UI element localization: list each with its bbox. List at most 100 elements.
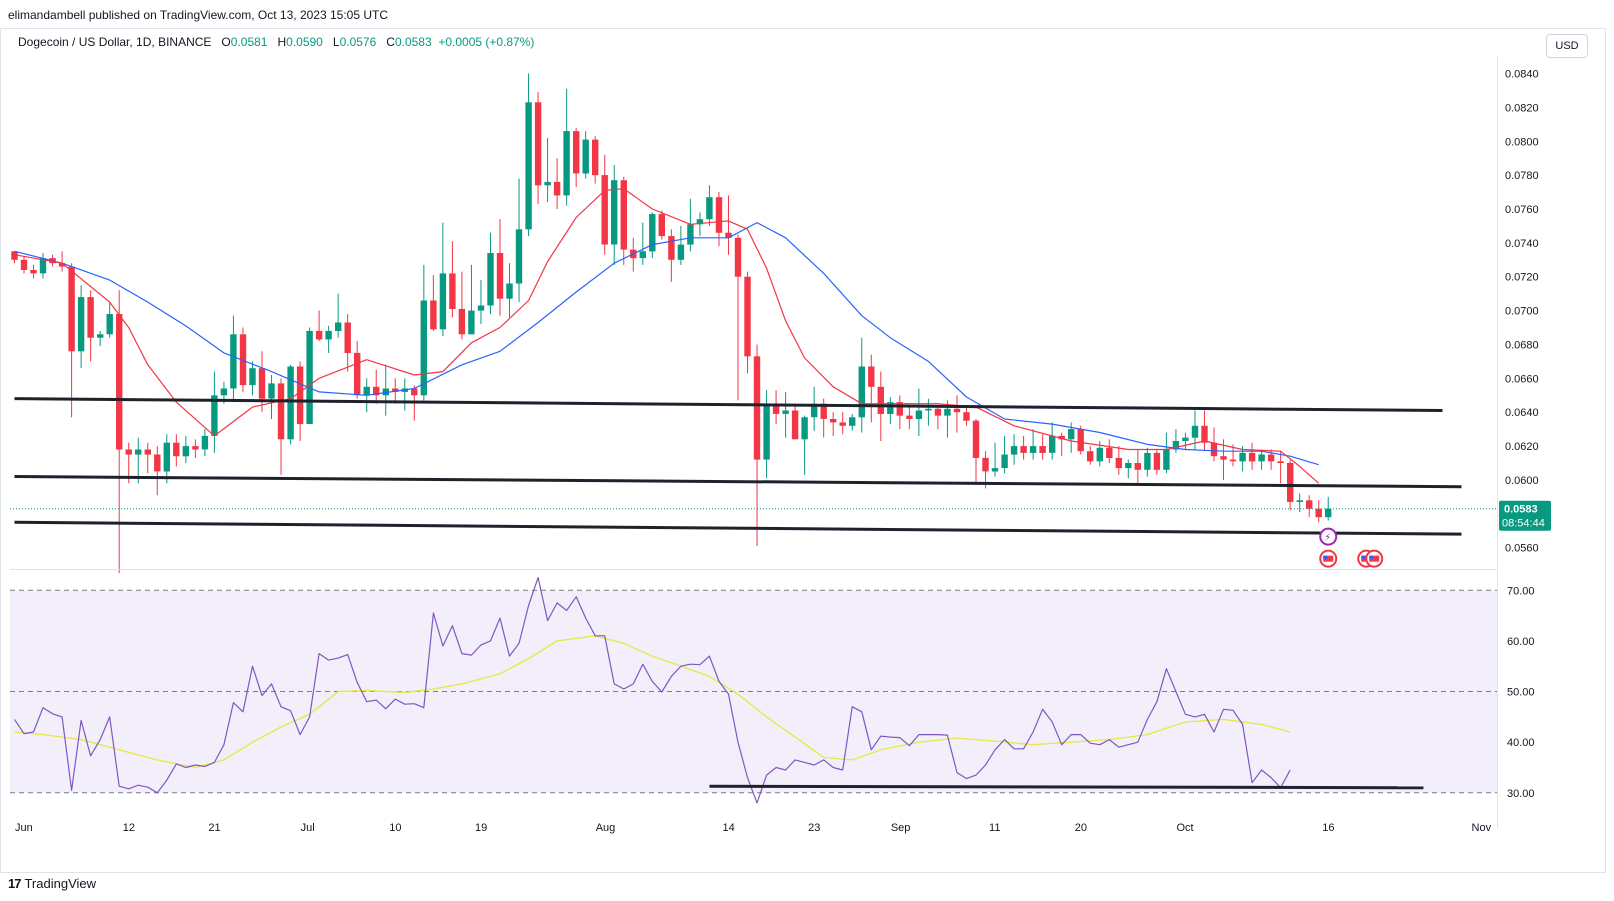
candle-body <box>106 314 113 335</box>
tradingview-brand[interactable]: 17 TradingView <box>8 876 96 891</box>
price-axis-tick: 0.0780 <box>1505 170 1539 182</box>
currency-button[interactable]: USD <box>1546 34 1588 58</box>
candle-body <box>211 395 218 436</box>
candle-body <box>830 419 837 423</box>
candle-body <box>1267 454 1275 462</box>
candle-body <box>30 270 37 274</box>
price-axis-tick: 0.0800 <box>1505 136 1539 148</box>
candle-body <box>982 457 989 472</box>
candle-body <box>1239 452 1246 462</box>
us-flag-canton-icon <box>1369 555 1374 559</box>
close-label: C <box>386 35 395 49</box>
candle-body <box>1001 454 1008 468</box>
candle-body <box>1258 454 1265 462</box>
candle-body <box>553 181 561 196</box>
candle-body <box>11 251 18 260</box>
candle-body <box>1296 500 1303 502</box>
candle-body <box>1049 435 1056 453</box>
low-label: L <box>332 35 340 49</box>
high-value: 0.0590 <box>286 35 323 49</box>
candle-body <box>296 366 304 425</box>
candle-body <box>1125 463 1132 469</box>
candle-body <box>430 300 437 330</box>
candle-body <box>1039 446 1046 453</box>
candle-body <box>116 314 123 450</box>
candle-body <box>268 383 275 399</box>
ema-red-line <box>14 188 1320 484</box>
candle-body <box>1210 442 1218 457</box>
candle-body <box>858 366 865 418</box>
candle-body <box>1163 449 1170 470</box>
time-axis-tick: 21 <box>208 822 220 834</box>
candle-body <box>887 402 894 414</box>
publisher-line: elimandambell published on TradingView.c… <box>8 8 388 22</box>
candle-body <box>220 388 228 396</box>
candle-body <box>1182 437 1189 441</box>
candle-body <box>239 334 247 386</box>
candle-body <box>77 297 85 352</box>
candle-body <box>68 266 75 352</box>
symbol-legend: Dogecoin / US Dollar, 1D, BINANCE O0.058… <box>18 35 534 49</box>
open-value: 0.0581 <box>230 35 268 49</box>
candle-body <box>1020 446 1027 453</box>
candle-body <box>972 420 980 458</box>
candle-body <box>163 442 170 472</box>
time-axis-tick: 23 <box>808 822 820 834</box>
candle-body <box>58 263 66 267</box>
candle-body <box>573 131 580 174</box>
candle-body <box>506 283 513 299</box>
candle-body <box>39 258 47 274</box>
time-axis-tick: 14 <box>722 822 734 834</box>
candle-body <box>725 232 732 238</box>
candle-body <box>468 310 475 335</box>
candle-body <box>763 405 770 460</box>
candle-body <box>315 330 323 340</box>
low-value: 0.0576 <box>339 35 377 49</box>
candle-body <box>135 449 142 455</box>
candle-body <box>620 180 627 250</box>
candle-body <box>801 417 808 440</box>
candle-body <box>534 102 542 186</box>
candle-body <box>201 435 209 450</box>
candle-body <box>325 330 332 340</box>
ma-blue-line <box>14 222 1319 466</box>
time-axis-tick: 20 <box>1075 822 1087 834</box>
candle-body <box>411 388 418 396</box>
candle-body <box>782 410 789 414</box>
candle-body <box>496 253 504 299</box>
bar-countdown: 08:54:44 <box>1502 518 1545 530</box>
candle-body <box>392 388 399 392</box>
candle-body <box>1191 425 1199 438</box>
candle-body <box>963 412 970 421</box>
rsi-axis-tick: 70.00 <box>1507 585 1535 597</box>
candle-body <box>1029 446 1037 453</box>
candle-body <box>896 402 903 416</box>
price-axis-tick: 0.0820 <box>1505 102 1539 114</box>
candle-body <box>744 276 751 357</box>
candle-body <box>934 408 942 416</box>
candle-body <box>1277 461 1284 463</box>
candle-body <box>97 334 104 338</box>
candle-body <box>1144 452 1151 470</box>
time-axis-tick: 10 <box>389 822 401 834</box>
rsi-axis-tick: 60.00 <box>1507 636 1535 648</box>
symbol-title: Dogecoin / US Dollar, 1D, BINANCE <box>18 35 212 49</box>
brand-name: TradingView <box>24 876 97 891</box>
candle-body <box>258 368 266 399</box>
candle-body <box>1248 452 1256 462</box>
candle-body <box>154 454 161 472</box>
time-axis-tick: Jun <box>15 822 33 834</box>
candle-body <box>1229 459 1237 462</box>
candle-body <box>344 322 351 353</box>
rsi-axis-tick: 50.00 <box>1507 687 1535 699</box>
change-value: +0.0005 (+0.87%) <box>438 35 535 49</box>
lightning-glyph-icon: ⚡ <box>1324 533 1331 544</box>
time-axis-tick: 11 <box>989 822 1000 834</box>
candle-body <box>382 388 389 396</box>
price-trendline <box>14 475 1462 489</box>
chart-frame <box>0 28 1606 873</box>
candle-body <box>953 408 961 413</box>
candle-body <box>1315 508 1322 518</box>
candle-body <box>420 300 427 396</box>
